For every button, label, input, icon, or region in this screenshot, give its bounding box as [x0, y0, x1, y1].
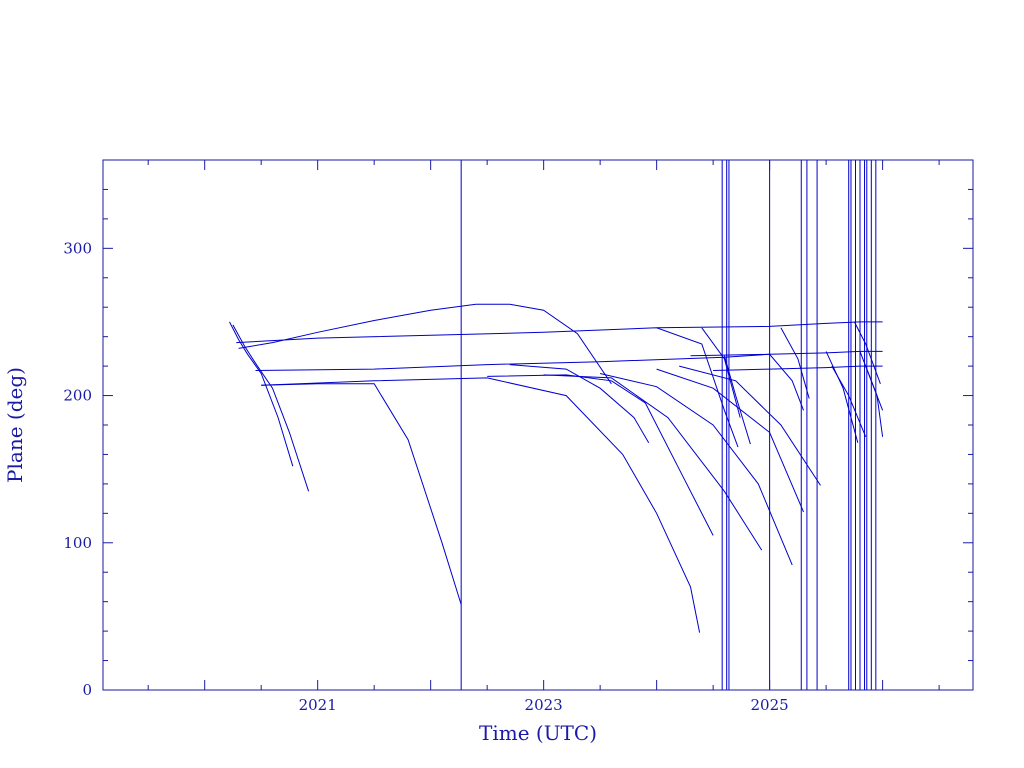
series-line-8 — [509, 364, 650, 443]
y-tick-label-1: 100 — [63, 534, 92, 552]
vertical-marker-layer — [460, 160, 877, 690]
plot-area: 2021 2023 2025 0 100 200 300 — [63, 159, 974, 714]
x-tick-label-2: 2025 — [751, 696, 789, 714]
y-tick-label-3: 300 — [63, 239, 92, 257]
series-line-17 — [780, 327, 810, 399]
x-axis-title: Time (UTC) — [479, 721, 597, 745]
series-line-6 — [261, 377, 701, 633]
series-line-14 — [690, 350, 883, 357]
series-layer — [229, 303, 884, 633]
plot-frame — [102, 159, 974, 691]
series-line-18 — [825, 351, 859, 443]
series-line-12 — [679, 365, 821, 486]
series-line-11 — [656, 368, 804, 513]
ticks-layer: 2021 2023 2025 0 100 200 300 — [63, 159, 973, 714]
series-line-1 — [232, 324, 310, 492]
series-line-5 — [261, 383, 462, 605]
series-line-0 — [229, 321, 294, 467]
series-line-7 — [487, 374, 714, 536]
y-tick-label-2: 200 — [63, 387, 92, 405]
series-line-4 — [255, 353, 804, 411]
series-line-16 — [723, 355, 751, 445]
series-line-23 — [701, 327, 741, 418]
series-line-10 — [599, 373, 793, 566]
x-tick-label-0: 2021 — [299, 696, 337, 714]
series-line-13 — [656, 321, 883, 329]
series-line-2 — [238, 303, 612, 385]
y-axis-title: Plane (deg) — [3, 367, 27, 483]
series-line-3 — [236, 327, 739, 448]
y-tick-label-0: 0 — [82, 681, 92, 699]
series-line-22 — [865, 365, 884, 437]
series-line-15 — [713, 365, 883, 371]
x-tick-label-1: 2023 — [525, 696, 563, 714]
series-line-20 — [853, 321, 881, 384]
series-line-9 — [543, 374, 763, 551]
